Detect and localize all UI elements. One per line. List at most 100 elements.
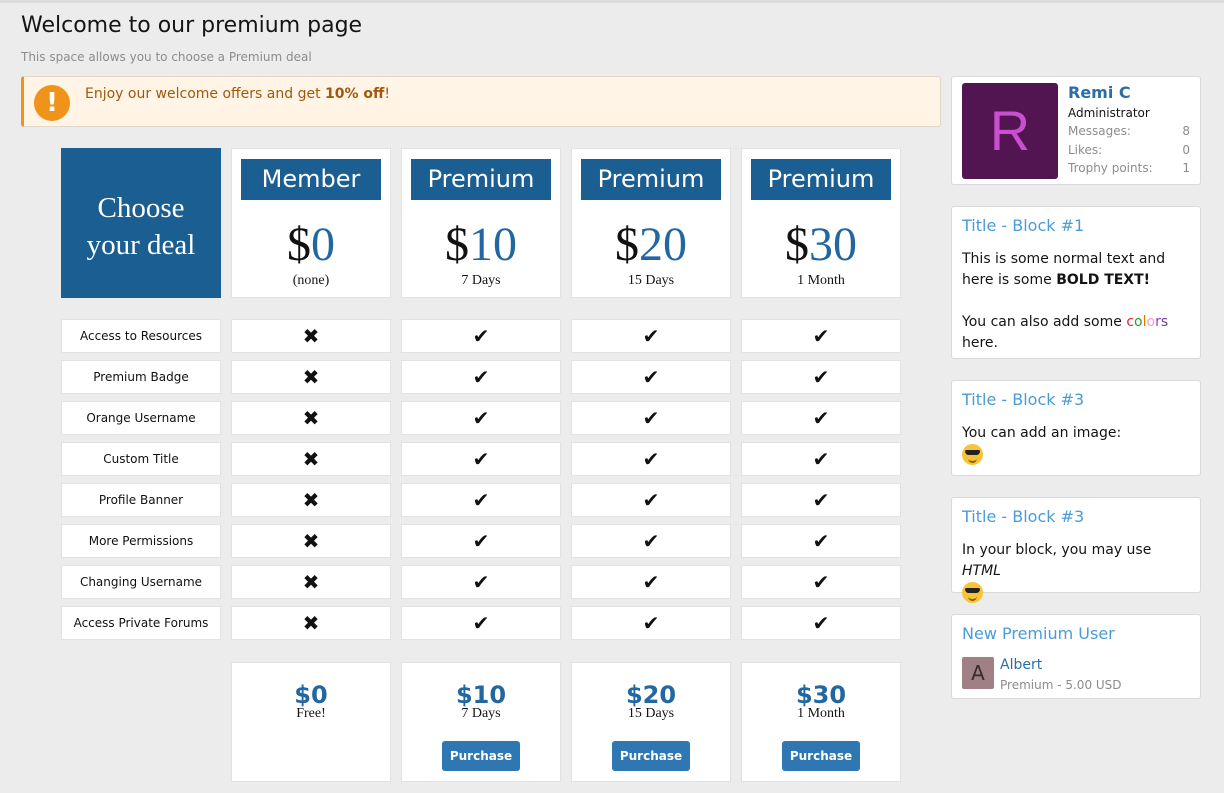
stat-label: Messages: — [1068, 124, 1131, 138]
check-icon: ✔ — [741, 565, 901, 599]
sunglasses-emoji-icon — [962, 444, 983, 465]
user-name[interactable]: Remi C — [1068, 83, 1131, 102]
plan-price: $30 — [742, 217, 900, 273]
top-border — [0, 0, 1224, 3]
check-icon: ✔ — [741, 319, 901, 353]
new-user-avatar[interactable]: A — [962, 657, 994, 689]
check-icon: ✔ — [571, 442, 731, 476]
footer-price: $20 — [625, 681, 677, 709]
check-icon: ✔ — [741, 606, 901, 640]
check-icon: ✔ — [401, 442, 561, 476]
plan-name: Premium — [411, 159, 551, 200]
cross-icon: ✖ — [231, 319, 391, 353]
block-title: New Premium User — [962, 624, 1115, 643]
plan-name: Premium — [751, 159, 891, 200]
footer-price: $0 — [294, 681, 328, 709]
new-user-name[interactable]: Albert — [1000, 657, 1043, 673]
feature-label: Orange Username — [61, 401, 221, 435]
notice-banner: ! Enjoy our welcome offers and get 10% o… — [21, 76, 941, 127]
feature-label: Access Private Forums — [61, 606, 221, 640]
block-bold-text: BOLD TEXT! — [1056, 272, 1151, 288]
plan-name: Member — [241, 159, 381, 200]
user-role: Administrator — [1068, 106, 1150, 120]
block-text: here. — [962, 335, 998, 351]
plan-period: 7 Days — [461, 273, 501, 288]
block-text: You can also add some — [962, 314, 1127, 330]
notice-text-start: Enjoy our welcome offers and get — [85, 86, 326, 102]
colored-letter: l — [1142, 314, 1147, 330]
check-icon: ✔ — [401, 606, 561, 640]
stat-value: 8 — [1182, 124, 1190, 138]
block-title: Title - Block #1 — [962, 216, 1085, 235]
footer-period: 7 Days — [461, 706, 501, 721]
new-user-detail: Premium - 5.00 USD — [1000, 678, 1122, 692]
page-subtitle: This space allows you to choose a Premiu… — [21, 50, 312, 64]
plan-period: 15 Days — [627, 273, 675, 288]
feature-label: Profile Banner — [61, 483, 221, 517]
sunglasses-emoji-icon — [962, 582, 983, 603]
block-text: This is some normal text and here is som… — [962, 251, 1166, 288]
block-3: Title - Block #3 In your block, you may … — [951, 497, 1201, 603]
price-amount: 30 — [809, 218, 857, 271]
plan-header-0: Member $0 (none) — [231, 148, 391, 298]
check-icon: ✔ — [571, 360, 731, 394]
colored-text: colors — [1126, 314, 1168, 330]
cross-icon: ✖ — [231, 565, 391, 599]
currency-symbol: $ — [615, 218, 639, 271]
stat-value: 1 — [1182, 161, 1190, 175]
check-icon: ✔ — [741, 360, 901, 394]
stat-value: 0 — [1182, 143, 1190, 157]
plan-header-1: Premium $10 7 Days — [401, 148, 561, 298]
feature-label: Premium Badge — [61, 360, 221, 394]
choose-deal-heading: Choose your deal — [61, 148, 221, 298]
colored-letter: o — [1146, 314, 1156, 330]
block-text: In your block, you may use — [962, 542, 1152, 558]
check-icon: ✔ — [741, 524, 901, 558]
currency-symbol: $ — [287, 218, 311, 271]
notice-text: Enjoy our welcome offers and get 10% off… — [85, 86, 390, 102]
stat-trophy: Trophy points: 1 — [1068, 161, 1190, 175]
plan-period: 1 Month — [797, 273, 845, 288]
feature-label: Custom Title — [61, 442, 221, 476]
block-italic-text: HTML — [962, 563, 1001, 579]
colored-letter: c — [1126, 314, 1135, 330]
check-icon: ✔ — [571, 565, 731, 599]
block-2: Title - Block #3 You can add an image: — [951, 380, 1201, 476]
check-icon: ✔ — [741, 401, 901, 435]
check-icon: ✔ — [401, 360, 561, 394]
user-card: R Remi C Administrator Messages: 8 Likes:… — [951, 76, 1201, 185]
plan-footer-2: $20 15 Days Purchase — [571, 662, 731, 782]
feature-label: More Permissions — [61, 524, 221, 558]
stat-likes: Likes: 0 — [1068, 143, 1190, 157]
footer-period: Free! — [296, 706, 326, 721]
purchase-button[interactable]: Purchase — [442, 741, 520, 771]
block-title: Title - Block #3 — [962, 390, 1085, 409]
block-title: Title - Block #3 — [962, 507, 1085, 526]
stat-label: Trophy points: — [1068, 161, 1153, 175]
check-icon: ✔ — [571, 319, 731, 353]
currency-symbol: $ — [785, 218, 809, 271]
user-avatar[interactable]: R — [962, 83, 1058, 179]
footer-price: $10 — [455, 681, 507, 709]
check-icon: ✔ — [401, 483, 561, 517]
block-1: Title - Block #1 This is some normal tex… — [951, 206, 1201, 359]
check-icon: ✔ — [401, 401, 561, 435]
feature-label: Changing Username — [61, 565, 221, 599]
check-icon: ✔ — [401, 319, 561, 353]
block-body: This is some normal text and here is som… — [962, 249, 1194, 354]
purchase-button[interactable]: Purchase — [782, 741, 860, 771]
cross-icon: ✖ — [231, 360, 391, 394]
footer-period: 1 Month — [797, 706, 845, 721]
stat-label: Likes: — [1068, 143, 1103, 157]
colored-letter: o — [1134, 314, 1143, 330]
plan-footer-3: $30 1 Month Purchase — [741, 662, 901, 782]
purchase-button[interactable]: Purchase — [612, 741, 690, 771]
cross-icon: ✖ — [231, 442, 391, 476]
check-icon: ✔ — [741, 442, 901, 476]
plan-name: Premium — [581, 159, 721, 200]
plan-price: $0 — [232, 217, 390, 273]
block-text: You can add an image: — [962, 425, 1122, 441]
footer-price: $30 — [795, 681, 847, 709]
plan-header-2: Premium $20 15 Days — [571, 148, 731, 298]
notice-text-end: ! — [384, 86, 390, 102]
